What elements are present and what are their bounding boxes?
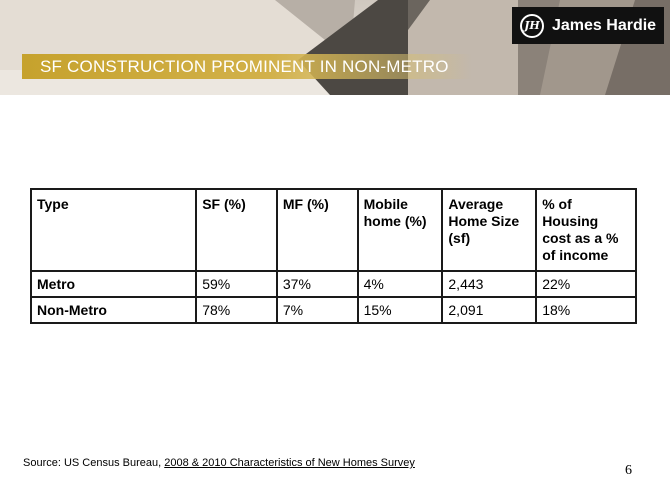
james-hardie-logo: JH James Hardie [512, 7, 664, 44]
slide-title: SF CONSTRUCTION PROMINENT IN NON-METRO [40, 57, 449, 76]
row-type: Non-Metro [29, 296, 198, 324]
cell-average-home-size: 2,091 [441, 296, 538, 324]
cell-sf: 78% [195, 296, 278, 324]
table-row: Non-Metro 78% 7% 15% 2,091 18% [29, 296, 637, 324]
cell-mobile-home: 15% [356, 296, 444, 324]
cell-average-home-size: 2,443 [441, 270, 538, 298]
source-note: Source: US Census Bureau, 2008 & 2010 Ch… [23, 457, 415, 469]
header-average-home-size: Average Home Size (sf) [441, 188, 538, 272]
header-mf: MF (%) [275, 188, 359, 272]
jh-logo-icon: JH [520, 13, 544, 38]
table-header-row: Type SF (%) MF (%) Mobile home (%) Avera… [29, 188, 637, 272]
source-prefix: Source: US Census Bureau, [23, 457, 165, 469]
row-type: Metro [29, 270, 198, 298]
page-number: 6 [625, 463, 632, 478]
source-link[interactable]: 2008 & 2010 Characteristics of New Homes… [164, 457, 415, 469]
cell-mobile-home: 4% [356, 270, 444, 298]
cell-mf: 37% [275, 270, 359, 298]
header-mobile-home: Mobile home (%) [356, 188, 444, 272]
title-bar [22, 54, 472, 79]
cell-housing-cost: 22% [535, 270, 637, 298]
header-sf: SF (%) [195, 188, 278, 272]
cell-mf: 7% [275, 296, 359, 324]
cell-housing-cost: 18% [535, 296, 637, 324]
header-type: Type [29, 188, 198, 272]
logo-text: James Hardie [552, 16, 657, 34]
cell-sf: 59% [195, 270, 278, 298]
header-housing-cost: % of Housing cost as a % of income [535, 188, 637, 272]
housing-table: Type SF (%) MF (%) Mobile home (%) Avera… [29, 188, 637, 324]
table-row: Metro 59% 37% 4% 2,443 22% [29, 270, 637, 298]
